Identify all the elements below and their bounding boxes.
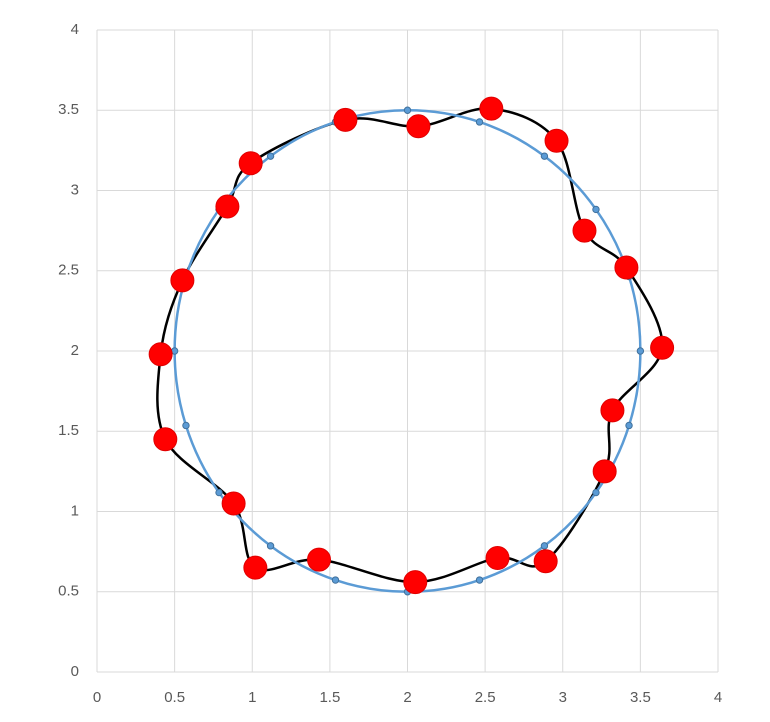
point — [475, 576, 484, 584]
point — [148, 342, 173, 367]
point — [333, 107, 358, 132]
x-tick-label: 2 — [403, 689, 411, 706]
x-tick-label: 1.5 — [319, 689, 340, 706]
point — [479, 96, 504, 121]
point — [243, 555, 268, 580]
point — [572, 218, 597, 243]
y-tick-label: 3 — [71, 181, 79, 198]
y-tick-label: 0.5 — [58, 583, 79, 600]
point — [592, 205, 600, 214]
point — [636, 347, 645, 355]
point — [592, 488, 600, 497]
point — [266, 542, 275, 550]
point — [592, 459, 617, 484]
point — [403, 106, 412, 114]
x-tick-label: 2.5 — [475, 689, 496, 706]
y-tick-label: 3.5 — [58, 101, 79, 118]
y-tick-label: 1 — [71, 502, 79, 519]
point — [533, 549, 558, 574]
point — [182, 421, 190, 430]
point — [266, 152, 275, 160]
point — [614, 255, 639, 280]
point — [540, 542, 549, 550]
y-tick-label: 1.5 — [58, 422, 79, 439]
point — [153, 427, 178, 452]
x-tick-label: 1 — [248, 689, 256, 706]
point — [540, 152, 549, 160]
x-tick-label: 4 — [714, 689, 722, 706]
point — [215, 488, 223, 497]
x-tick-label: 0 — [93, 689, 101, 706]
point — [650, 335, 675, 360]
point — [475, 118, 484, 126]
point — [331, 576, 340, 584]
point — [221, 491, 246, 516]
point — [625, 421, 633, 430]
point — [238, 151, 263, 176]
point — [600, 398, 625, 423]
point — [406, 114, 431, 139]
point — [215, 194, 240, 219]
y-tick-label: 2.5 — [58, 262, 79, 279]
y-tick-label: 0 — [71, 663, 79, 680]
point — [485, 546, 510, 571]
x-tick-label: 0.5 — [164, 689, 185, 706]
point — [170, 268, 195, 293]
point — [307, 547, 332, 572]
y-tick-label: 2 — [71, 342, 79, 359]
y-tick-label: 4 — [71, 21, 79, 38]
point — [403, 570, 428, 595]
x-tick-label: 3.5 — [630, 689, 651, 706]
point — [544, 128, 569, 153]
x-tick-label: 3 — [559, 689, 567, 706]
